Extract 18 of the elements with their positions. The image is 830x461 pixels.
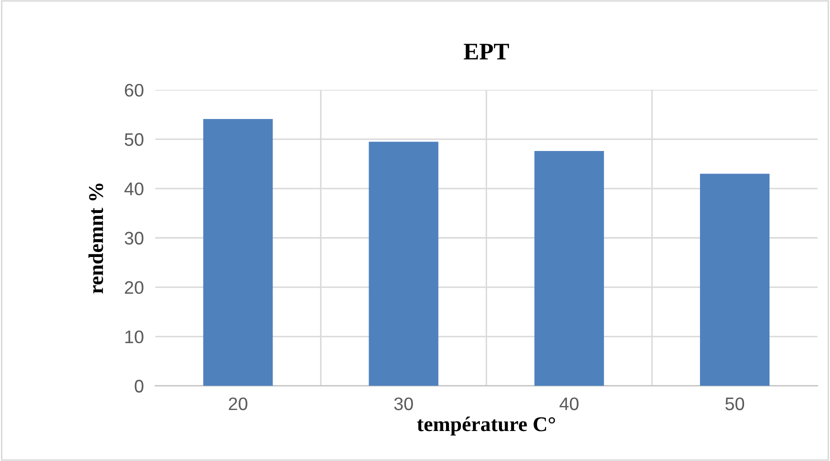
x-tick-label: 20: [228, 397, 248, 410]
chart-title: EPT: [464, 44, 509, 60]
y-axis-title: rendemnt %: [88, 184, 104, 294]
y-tick-label: 0: [134, 380, 144, 393]
x-axis-title: température C°: [417, 416, 555, 436]
y-tick-label: 10: [125, 330, 144, 344]
y-tick-label: 40: [124, 182, 144, 196]
bar: [700, 174, 770, 386]
y-tick-label: 60: [124, 84, 144, 97]
y-tick-label: 50: [124, 133, 144, 146]
x-tick-label: 30: [394, 397, 413, 410]
x-tick-label: 50: [725, 397, 744, 410]
x-tick-label: 40: [560, 397, 579, 410]
bar: [534, 151, 604, 386]
bar: [368, 142, 438, 386]
y-tick-label: 20: [124, 281, 144, 294]
y-tick-label: 30: [124, 232, 144, 245]
bar: [203, 119, 273, 386]
